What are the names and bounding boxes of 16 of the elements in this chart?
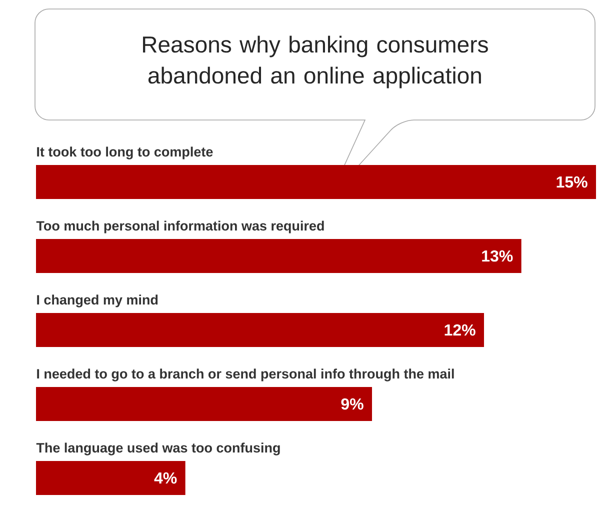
bar: [36, 165, 596, 200]
data-label: 15%: [556, 176, 588, 188]
y-tick-label: It took too long to complete: [37, 146, 213, 160]
bar: [36, 239, 522, 274]
data-label: 12%: [444, 324, 476, 336]
data-label: 13%: [482, 250, 513, 262]
bar: [36, 313, 484, 348]
bar: [36, 387, 372, 422]
bar: [36, 461, 186, 496]
chart-title: Reasons why banking consumers abandoned an online application: [143, 36, 488, 88]
y-tick-label: I needed to go to a branch or send personal info through the mail: [37, 368, 454, 382]
y-tick-label: The language used was too confusing: [36, 442, 280, 456]
y-tick-label: Too much personal information was required: [36, 220, 324, 234]
data-label: 9%: [341, 398, 364, 410]
y-tick-label: I changed my mind: [37, 294, 158, 308]
data-label: 4%: [154, 472, 177, 484]
